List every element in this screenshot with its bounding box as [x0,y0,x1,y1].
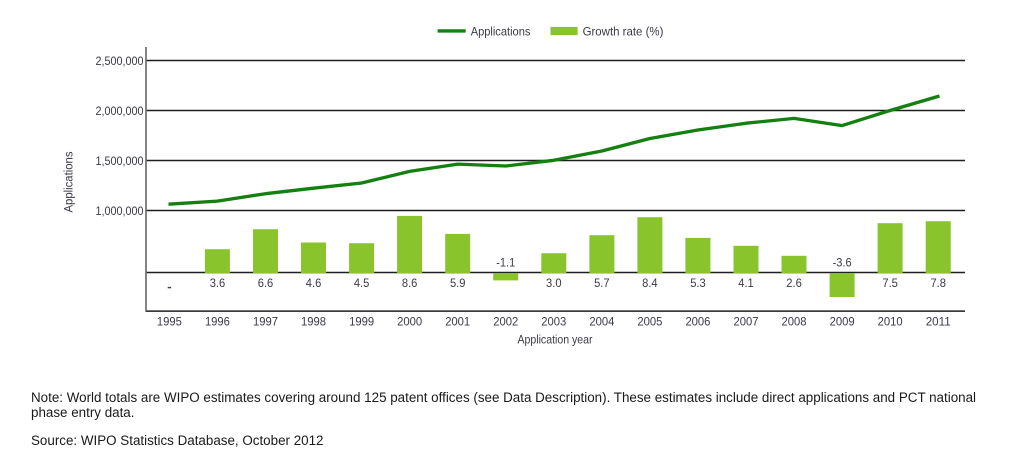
svg-text:2,000,000: 2,000,000 [96,104,144,118]
svg-text:1,000,000: 1,000,000 [96,204,144,218]
svg-text:4.5: 4.5 [354,276,370,290]
svg-text:8.4: 8.4 [642,276,658,290]
svg-text:1999: 1999 [349,315,374,329]
svg-text:7.8: 7.8 [930,276,946,290]
svg-text:2006: 2006 [685,315,710,329]
svg-text:7.5: 7.5 [882,276,898,290]
svg-text:1997: 1997 [253,315,278,329]
svg-text:Application year: Application year [518,333,593,347]
svg-text:5.7: 5.7 [594,276,610,290]
svg-text:1996: 1996 [205,315,230,329]
svg-text:Applications: Applications [61,152,75,213]
svg-text:8.6: 8.6 [402,276,418,290]
svg-text:2009: 2009 [830,315,855,329]
svg-text:2,500,000: 2,500,000 [96,54,144,68]
svg-text:1995: 1995 [157,315,182,329]
svg-text:5.9: 5.9 [450,276,466,290]
svg-text:Applications: Applications [471,25,531,39]
svg-text:2000: 2000 [397,315,422,329]
svg-text:2002: 2002 [493,315,518,329]
svg-text:3.0: 3.0 [546,276,562,290]
svg-text:-3.6: -3.6 [833,256,852,270]
svg-text:2003: 2003 [541,315,566,329]
svg-text:4.1: 4.1 [738,276,754,290]
svg-text:2008: 2008 [782,315,807,329]
svg-text:2001: 2001 [445,315,470,329]
svg-text:6.6: 6.6 [258,276,274,290]
svg-text:1998: 1998 [301,315,326,329]
svg-text:Growth rate (%): Growth rate (%) [583,25,664,39]
svg-text:1,500,000: 1,500,000 [96,154,144,168]
svg-text:2007: 2007 [734,315,759,329]
svg-text:4.6: 4.6 [306,276,322,290]
svg-text:3.6: 3.6 [210,276,226,290]
svg-text:5.3: 5.3 [690,276,706,290]
svg-text:2.6: 2.6 [786,276,802,290]
svg-text:-1.1: -1.1 [496,256,515,270]
svg-text:2010: 2010 [878,315,903,329]
svg-text:2005: 2005 [637,315,662,329]
svg-text:2004: 2004 [589,315,614,329]
svg-text:2011: 2011 [926,315,951,329]
